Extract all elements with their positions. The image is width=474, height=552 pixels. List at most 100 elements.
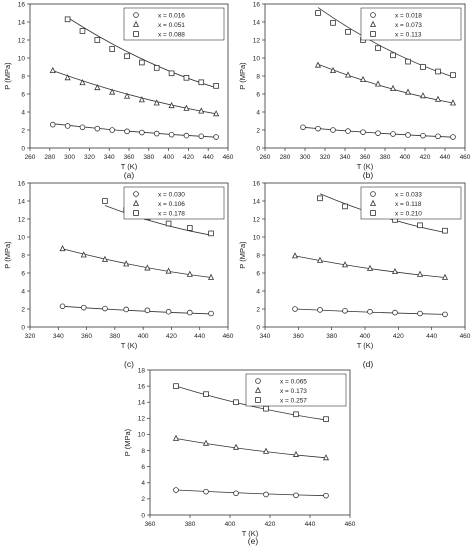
y-tick-label: 14: [18, 19, 26, 26]
panel-label: (e): [248, 536, 259, 546]
series-1: [173, 487, 329, 499]
data-point: [165, 308, 172, 315]
data-point: [165, 220, 172, 227]
legend-label: x = 0.088: [158, 31, 185, 38]
data-point: [213, 110, 220, 117]
x-tick-label: 400: [138, 333, 149, 340]
x-tick-label: 440: [194, 333, 205, 340]
y-tick-label: 14: [18, 198, 26, 205]
data-point: [213, 134, 219, 140]
x-axis-label: T (K): [242, 529, 259, 538]
data-point: [342, 307, 348, 314]
legend-box: [360, 186, 462, 220]
y-tick-label: 12: [253, 37, 261, 44]
data-point: [419, 92, 427, 99]
y-tick-label: 14: [253, 19, 261, 26]
data-point: [342, 203, 348, 210]
x-tick-label: 380: [143, 154, 154, 161]
data-point: [233, 490, 239, 497]
data-point: [49, 66, 56, 73]
y-tick-label: 0: [256, 145, 260, 152]
x-tick-label: 460: [223, 154, 234, 161]
data-point: [123, 260, 130, 267]
x-tick-label: 380: [109, 333, 120, 340]
data-point: [208, 310, 214, 317]
legend-label: x = 0.073: [395, 22, 422, 29]
series-1: [292, 306, 448, 318]
data-point: [293, 492, 299, 499]
y-tick-label: 18: [138, 367, 146, 374]
x-tick-label: 380: [185, 521, 196, 528]
data-point: [153, 99, 160, 106]
legend-marker: [133, 191, 139, 197]
y-tick-label: 8: [21, 252, 25, 259]
data-point: [172, 434, 180, 441]
x-tick-label: 400: [163, 154, 174, 161]
data-point: [390, 52, 396, 59]
legend-marker: [369, 199, 377, 206]
data-point: [123, 92, 131, 99]
legend: x = 0.030 x = 0.106 x = 0.178: [123, 186, 225, 220]
x-tick-label: 300: [300, 154, 311, 161]
legend-label: x = 0.065: [280, 378, 307, 385]
y-tick-label: 12: [138, 416, 146, 423]
x-tick-label: 400: [225, 521, 236, 528]
data-point: [213, 83, 219, 89]
data-point: [203, 391, 209, 397]
fit-curve: [52, 123, 217, 138]
data-point: [315, 125, 321, 132]
series-2: [172, 434, 330, 461]
legend-label: x = 0.113: [395, 31, 422, 38]
y-tick-label: 4: [256, 288, 260, 295]
data-point: [449, 99, 457, 106]
legend-label: x = 0.051: [158, 22, 185, 29]
data-point: [359, 75, 367, 82]
panel-label: (b): [363, 170, 374, 180]
legend-box: [245, 373, 347, 407]
legend-marker: [369, 20, 377, 27]
data-point: [360, 129, 366, 135]
series-3: [64, 16, 219, 89]
data-point: [64, 16, 71, 23]
data-point: [292, 306, 298, 312]
data-point: [341, 261, 349, 268]
data-point: [109, 127, 115, 133]
y-tick-label: 8: [256, 252, 260, 259]
legend-marker: [132, 20, 140, 27]
y-tick-label: 0: [256, 324, 260, 331]
x-axis-label: T (K): [121, 162, 138, 171]
y-tick-label: 4: [256, 109, 260, 116]
data-point: [198, 79, 205, 86]
series-1: [59, 303, 214, 317]
data-point: [405, 58, 411, 65]
y-tick-label: 4: [21, 288, 25, 295]
data-point: [153, 130, 160, 137]
series-2: [49, 66, 220, 117]
y-tick-label: 0: [21, 145, 25, 152]
y-tick-label: 0: [21, 324, 25, 331]
data-point: [300, 124, 306, 131]
data-point: [109, 46, 115, 52]
data-point: [144, 264, 151, 271]
legend-marker: [370, 12, 376, 18]
x-tick-label: 420: [183, 154, 194, 161]
x-axis-label: T (K): [121, 341, 138, 350]
data-point: [366, 264, 374, 271]
data-point: [187, 225, 193, 231]
legend-marker: [370, 191, 376, 197]
y-axis-label: P (MPa): [123, 428, 132, 456]
data-point: [392, 309, 398, 316]
fit-curve: [104, 205, 212, 236]
data-point: [183, 75, 190, 81]
x-tick-label: 360: [81, 333, 92, 340]
data-point: [417, 222, 423, 229]
series-2: [59, 245, 215, 280]
series-1: [49, 121, 219, 140]
y-tick-label: 12: [18, 37, 26, 44]
y-tick-label: 10: [138, 432, 146, 439]
data-point: [186, 270, 193, 277]
x-tick-label: 360: [145, 521, 156, 528]
data-point: [233, 399, 239, 406]
data-point: [59, 303, 66, 310]
